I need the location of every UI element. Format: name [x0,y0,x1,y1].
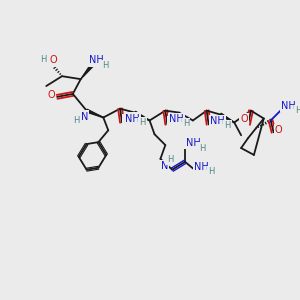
Text: H: H [224,121,230,130]
Text: H: H [102,61,109,70]
Text: N: N [81,112,88,122]
Text: H: H [295,106,300,115]
Text: H: H [40,55,46,64]
Text: H: H [183,119,189,128]
Text: O: O [210,117,218,128]
Polygon shape [86,109,103,118]
Text: O: O [123,116,131,125]
Text: NH: NH [281,101,296,111]
Text: NH: NH [194,162,209,172]
Text: NH: NH [89,56,104,65]
Text: H: H [74,116,80,125]
Text: H: H [208,167,215,176]
Text: N: N [161,161,168,171]
Text: O: O [49,56,57,65]
Text: NH: NH [125,113,140,124]
Text: H: H [140,118,146,127]
Text: O: O [240,115,248,124]
Polygon shape [134,111,150,121]
Text: H: H [167,155,173,164]
Text: NH: NH [185,138,200,148]
Polygon shape [81,62,95,79]
Polygon shape [220,113,234,122]
Text: O: O [47,90,55,100]
Text: NH: NH [210,116,225,127]
Text: O: O [275,125,282,135]
Text: O: O [168,117,176,128]
Text: NH: NH [169,115,184,124]
Text: H: H [200,143,206,152]
